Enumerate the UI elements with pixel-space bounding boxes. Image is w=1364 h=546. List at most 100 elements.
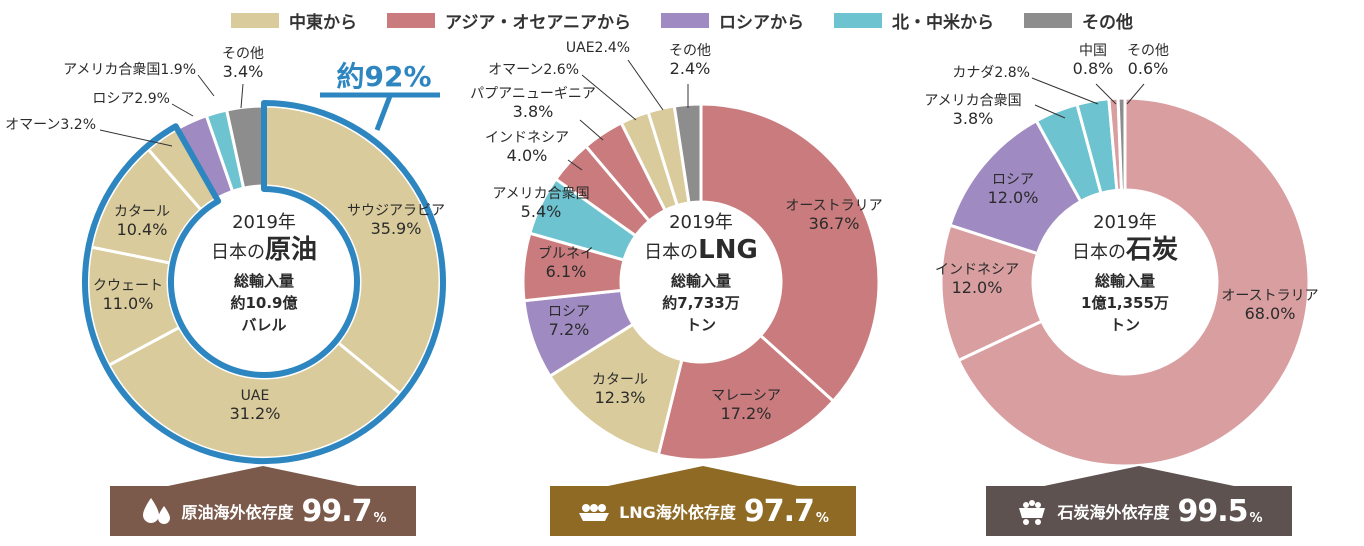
slice-name: サウジアラビア	[347, 203, 445, 219]
legend: 中東から アジア・オセアニアから ロシアから 北・中米から その他	[0, 4, 1364, 36]
donut-chart-1: オーストラリア 36.7%マレーシア 17.2%カタール 12.3%ロシア 7.2%ブル…	[470, 40, 883, 462]
donut-chart-0: 約92% サウジアラビア 35.9% UAE 31.2% クウェート 11.0% カタール 10…	[5, 46, 446, 464]
center-amount: 約7,733万	[662, 294, 739, 312]
slice-value: 31.2%	[230, 404, 281, 423]
center-unit: トン	[1110, 316, 1140, 334]
leader-line	[1031, 77, 1099, 105]
leader-line	[567, 159, 583, 171]
legend-label: ロシアから	[718, 12, 804, 33]
slice-label: アメリカ合衆国 5.4%	[492, 186, 589, 221]
slice-name: その他	[222, 46, 264, 62]
oil-dependency-banner: 原油海外依存度 99.7 %	[110, 486, 416, 536]
legend-item: 北・中米から	[833, 8, 994, 33]
highlight-label: 約92%	[336, 60, 431, 93]
center-year: 2019年	[669, 212, 733, 233]
slice-value: 68.0%	[1245, 304, 1296, 323]
leader-line	[579, 119, 604, 141]
slice-label: ブルネイ 6.1%	[538, 245, 594, 281]
slice-value: 0.6%	[1128, 59, 1169, 78]
slice-name: インドネシア	[485, 130, 569, 146]
center-year: 2019年	[1093, 212, 1157, 233]
slice-name: オーストラリア	[1221, 288, 1318, 304]
leader-line	[1034, 104, 1066, 119]
legend-swatch	[833, 12, 882, 28]
center-unit: バレル	[241, 316, 286, 334]
leader-line	[197, 74, 215, 97]
legend-label: 中東から	[289, 12, 357, 33]
center-text: 2019年日本の原油総輸入量約10.9億バレル	[211, 212, 317, 334]
leader-line	[1095, 83, 1117, 105]
center-title: 日本の石炭	[1072, 235, 1178, 265]
legend-swatch	[231, 12, 279, 28]
slice-value: 11.0%	[103, 294, 154, 313]
legend-label: アジア・オセアニアから	[445, 12, 631, 33]
slice-label: その他 3.4%	[222, 46, 264, 81]
legend-item: その他	[1023, 8, 1133, 33]
legend-swatch	[660, 12, 709, 28]
slice-label: パプアニューギニア 3.8%	[470, 86, 596, 121]
center-amount: 1億1,355万	[1081, 294, 1169, 312]
center-subtitle: 総輸入量	[234, 272, 294, 290]
legend-swatch	[387, 12, 435, 28]
coal-dependency-label: 石炭海外依存度	[1057, 503, 1170, 522]
lng-dependency-banner: LNG海外依存度 97.7 %	[550, 486, 856, 536]
lng-dependency-unit: %	[815, 511, 829, 526]
leader-line	[240, 83, 244, 109]
slice-label: UAE2.4%	[566, 40, 630, 56]
slice-label: アメリカ合衆国1.9%	[63, 62, 196, 78]
dependency-pointer-coal	[1044, 466, 1234, 486]
slice-label: ロシア2.9%	[92, 91, 170, 107]
slice-label: その他 2.4%	[669, 43, 711, 78]
center-amount: 約10.9億	[230, 294, 297, 312]
legend-item: ロシアから	[660, 8, 804, 33]
leader-line	[1126, 83, 1145, 105]
slice-name: カタール	[592, 372, 648, 388]
slice-label: ロシア 12.0%	[988, 172, 1039, 207]
slice-name: ロシア	[992, 172, 1034, 188]
slice-label: カナダ2.8%	[952, 65, 1030, 81]
slice-name: 中国	[1079, 43, 1107, 59]
slice-name: インドネシア	[935, 262, 1019, 278]
slice-name: オーストラリア	[785, 198, 882, 214]
slice-label: UAE 31.2%	[230, 388, 281, 423]
dependency-pointer-lng	[608, 466, 798, 486]
leader-line	[627, 59, 664, 111]
slice-label: オーストラリア 68.0%	[1221, 288, 1318, 323]
legend-swatch	[1023, 12, 1072, 28]
slice-label: カタール 10.4%	[114, 204, 170, 239]
slice-label: オーストラリア 36.7%	[785, 198, 882, 233]
slice-name: UAE	[241, 388, 270, 404]
center-text: 2019年日本のLNG 総輸入量約7,733万トン	[644, 212, 758, 334]
center-subtitle: 総輸入量	[1095, 272, 1155, 290]
slice-value: 10.4%	[117, 220, 168, 239]
slice-name: アメリカ合衆国	[492, 186, 589, 202]
slice-value: 12.0%	[988, 188, 1039, 207]
legend-item: アジア・オセアニアから	[387, 8, 631, 33]
pie-slice	[656, 333, 836, 462]
slice-name: アメリカ合衆国	[924, 93, 1021, 109]
legend-label: 北・中米から	[891, 12, 994, 33]
pie-slice	[699, 102, 881, 404]
slice-name: カタール	[114, 204, 170, 220]
pie-slice	[956, 96, 1311, 468]
slice-label: カタール 12.3%	[592, 372, 648, 407]
slice-label: その他 0.6%	[1127, 43, 1169, 78]
slice-value: 3.8%	[953, 109, 994, 128]
slice-name: パプアニューギニア	[470, 86, 596, 102]
dependency-pointer-oil	[168, 466, 358, 486]
legend-label: その他	[1081, 12, 1133, 33]
pie-slice	[1116, 96, 1127, 192]
slice-value: 12.3%	[595, 388, 646, 407]
leader-line	[99, 129, 173, 147]
coal-dependency-value: 99.5	[1177, 493, 1248, 529]
oil-drop-icon	[143, 498, 171, 524]
slice-value: 3.4%	[223, 62, 264, 81]
slice-label: インドネシア 12.0%	[935, 262, 1019, 297]
coal-cart-icon	[1019, 500, 1046, 525]
slice-label: インドネシア 4.0%	[485, 130, 569, 165]
leader-line	[581, 74, 637, 121]
center-subtitle: 総輸入量	[671, 272, 731, 290]
center-text: 2019年日本の石炭総輸入量 1億1,355万トン	[1072, 212, 1178, 334]
oil-dependency-unit: %	[373, 511, 387, 526]
